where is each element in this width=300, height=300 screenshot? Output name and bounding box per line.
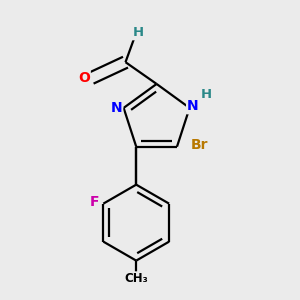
Text: N: N <box>110 101 122 115</box>
Text: CH₃: CH₃ <box>124 272 148 285</box>
Text: Br: Br <box>191 138 208 152</box>
Text: H: H <box>132 26 143 39</box>
Text: H: H <box>201 88 212 100</box>
Text: F: F <box>89 195 99 209</box>
Text: N: N <box>187 99 199 113</box>
Text: O: O <box>78 70 90 85</box>
